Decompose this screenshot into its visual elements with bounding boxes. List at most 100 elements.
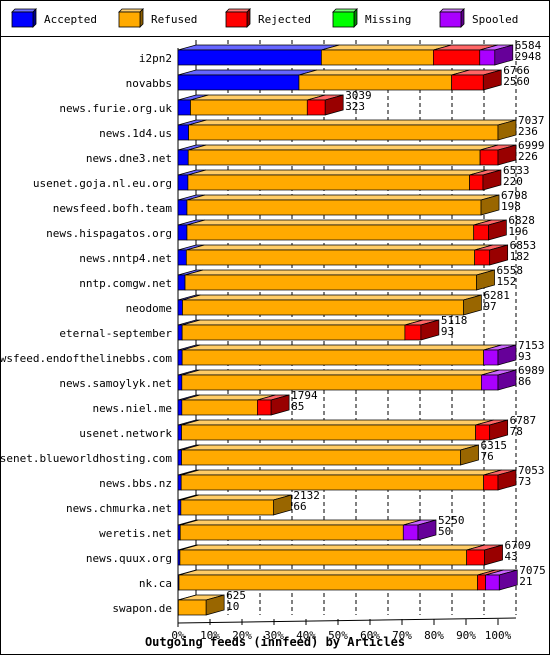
value-total-news-quux-org: 6709 — [505, 539, 532, 552]
bar-newsfeed-endofthelinebbs-com-refused-top — [182, 344, 502, 351]
row-label-swapon-de: swapon.de — [112, 602, 172, 615]
value-total-usenet-network: 6787 — [510, 414, 537, 427]
bar-group-nntp-comgw-net — [177, 269, 495, 291]
legend-swatch-side-missing — [353, 8, 358, 28]
legend-label-accepted: Accepted — [44, 13, 97, 26]
bar-group-newsfeed-endofthelinebbs-com — [177, 344, 517, 366]
row-label-novabbs: novabbs — [126, 77, 172, 90]
legend-swatch-top-accepted — [11, 8, 37, 13]
bar-newsfeed-bofh-team-accepted — [177, 199, 188, 216]
row-label-neodome: neodome — [126, 302, 172, 315]
bar-group-usenet-blueworldhosting-com — [177, 444, 479, 466]
legend-swatch-side-spooled — [460, 8, 465, 28]
value-accepted-news-niel-me: 85 — [291, 400, 304, 413]
bar-eternal-september-refused — [181, 324, 406, 341]
value-accepted-news-1d4-us: 236 — [518, 125, 538, 138]
bar-eternal-september-rejected — [404, 324, 422, 341]
legend-swatch-top-refused — [118, 8, 144, 13]
bar-nk-ca-spooled — [485, 574, 500, 591]
value-total-newsfeed-bofh-team: 6798 — [501, 189, 528, 202]
value-total-news-chmurka-net: 2132 — [293, 489, 320, 502]
bar-news-quux-org-rejected — [466, 549, 485, 566]
value-accepted-swapon-de: 10 — [226, 600, 239, 613]
bar-news-hispagatos-org-rejected-side — [488, 219, 507, 241]
bar-group-news-1d4-us — [177, 119, 517, 141]
bar-i2pn2-spooled — [479, 49, 496, 66]
x-tick-label-60: 60% — [360, 629, 380, 642]
x-tick-label-50: 50% — [328, 629, 348, 642]
chart-title: Outgoing feeds (innfeed) by Articles — [145, 635, 405, 649]
row-label-nk-ca: nk.ca — [139, 577, 172, 590]
bar-news-nntp4-net-accepted — [177, 249, 187, 266]
bar-news-furie-org-uk-accepted — [177, 99, 191, 116]
x-tick-label-80: 80% — [424, 629, 444, 642]
legend-swatch-refused — [118, 11, 141, 28]
bar-nk-ca-refused — [178, 574, 478, 591]
bar-usenet-goja-nl-eu-org-accepted — [177, 174, 189, 191]
value-accepted-nk-ca: 21 — [519, 575, 532, 588]
bar-novabbs-refused — [298, 74, 452, 91]
legend-swatch-side-rejected — [246, 8, 251, 28]
bar-group-usenet-network — [177, 419, 509, 441]
bar-news-quux-org-refused — [179, 549, 467, 566]
bar-usenet-network-refused — [181, 424, 476, 441]
legend-label-rejected: Rejected — [258, 13, 311, 26]
bar-news-nntp4-net-refused-top — [186, 244, 493, 251]
bar-usenet-goja-nl-eu-org-refused — [187, 174, 470, 191]
bar-group-news-hispagatos-org — [177, 219, 507, 241]
value-accepted-usenet-goja-nl-eu-org: 220 — [503, 175, 523, 188]
bar-news-bbs-nz-refused — [180, 474, 484, 491]
value-total-usenet-blueworldhosting-com: 6315 — [481, 439, 508, 452]
row-label-usenet-goja-nl-eu-org: usenet.goja.nl.eu.org — [33, 177, 172, 190]
value-accepted-newsfeed-bofh-team: 198 — [501, 200, 521, 213]
x-tick-label-40: 40% — [296, 629, 316, 642]
value-accepted-news-chmurka-net: 66 — [293, 500, 306, 513]
legend-swatch-missing — [332, 11, 355, 28]
bar-news-quux-org-refused-top — [179, 544, 485, 551]
value-accepted-nntp-comgw-net: 152 — [497, 275, 517, 288]
value-total-news-nntp4-net: 6853 — [510, 239, 537, 252]
legend-swatch-rejected — [225, 11, 248, 28]
value-accepted-news-dne3-net: 226 — [518, 150, 538, 163]
x-tick-label-90: 90% — [456, 629, 476, 642]
bar-usenet-blueworldhosting-com-refused-side — [460, 444, 479, 466]
legend-swatch-top-rejected — [225, 8, 251, 13]
bar-news-bbs-nz-rejected — [483, 474, 499, 491]
value-total-nk-ca: 7075 — [519, 564, 546, 577]
bar-news-samoylyk-net-refused — [181, 374, 482, 391]
bar-nk-ca-rejected — [477, 574, 486, 591]
bar-nk-ca-refused-top — [178, 569, 496, 576]
value-accepted-weretis-net: 50 — [438, 525, 451, 538]
row-label-i2pn2: i2pn2 — [139, 52, 172, 65]
bar-news-samoylyk-net-spooled — [481, 374, 499, 391]
legend-swatch-side-refused — [139, 8, 144, 28]
bar-novabbs-rejected-side — [482, 69, 502, 91]
value-accepted-news-samoylyk-net: 86 — [518, 375, 531, 388]
bar-news-samoylyk-net-spooled-side — [497, 369, 517, 391]
value-accepted-usenet-network: 78 — [510, 425, 523, 438]
bar-group-neodome — [177, 294, 482, 316]
bar-news-hispagatos-org-accepted — [177, 224, 188, 241]
bar-group-i2pn2 — [177, 44, 514, 66]
bar-eternal-september-rejected-side — [420, 319, 440, 341]
bar-news-hispagatos-org-rejected — [473, 224, 489, 241]
value-total-news-samoylyk-net: 6989 — [518, 364, 545, 377]
bar-news-nntp4-net-refused — [185, 249, 475, 266]
value-total-eternal-september: 5118 — [441, 314, 468, 327]
value-total-swapon-de: 625 — [226, 589, 246, 602]
bar-news-hispagatos-org-refused-top — [186, 219, 492, 226]
bar-news-bbs-nz-accepted — [177, 474, 182, 491]
value-total-usenet-goja-nl-eu-org: 6533 — [503, 164, 529, 177]
legend-swatch-side-accepted — [32, 8, 37, 28]
legend-swatch-top-missing — [332, 8, 358, 13]
x-tick-label-30: 30% — [264, 629, 284, 642]
value-total-news-hispagatos-org: 6828 — [508, 214, 535, 227]
x-axis — [177, 617, 517, 624]
value-total-news-niel-me: 1794 — [291, 389, 318, 402]
bar-news-samoylyk-net-refused-top — [181, 369, 500, 376]
bar-nk-ca-spooled-side — [498, 569, 518, 591]
bar-news-1d4-us-refused-top — [188, 119, 517, 126]
bar-newsfeed-endofthelinebbs-com-spooled-side — [497, 344, 517, 366]
bar-news-chmurka-net-accepted — [177, 499, 182, 516]
